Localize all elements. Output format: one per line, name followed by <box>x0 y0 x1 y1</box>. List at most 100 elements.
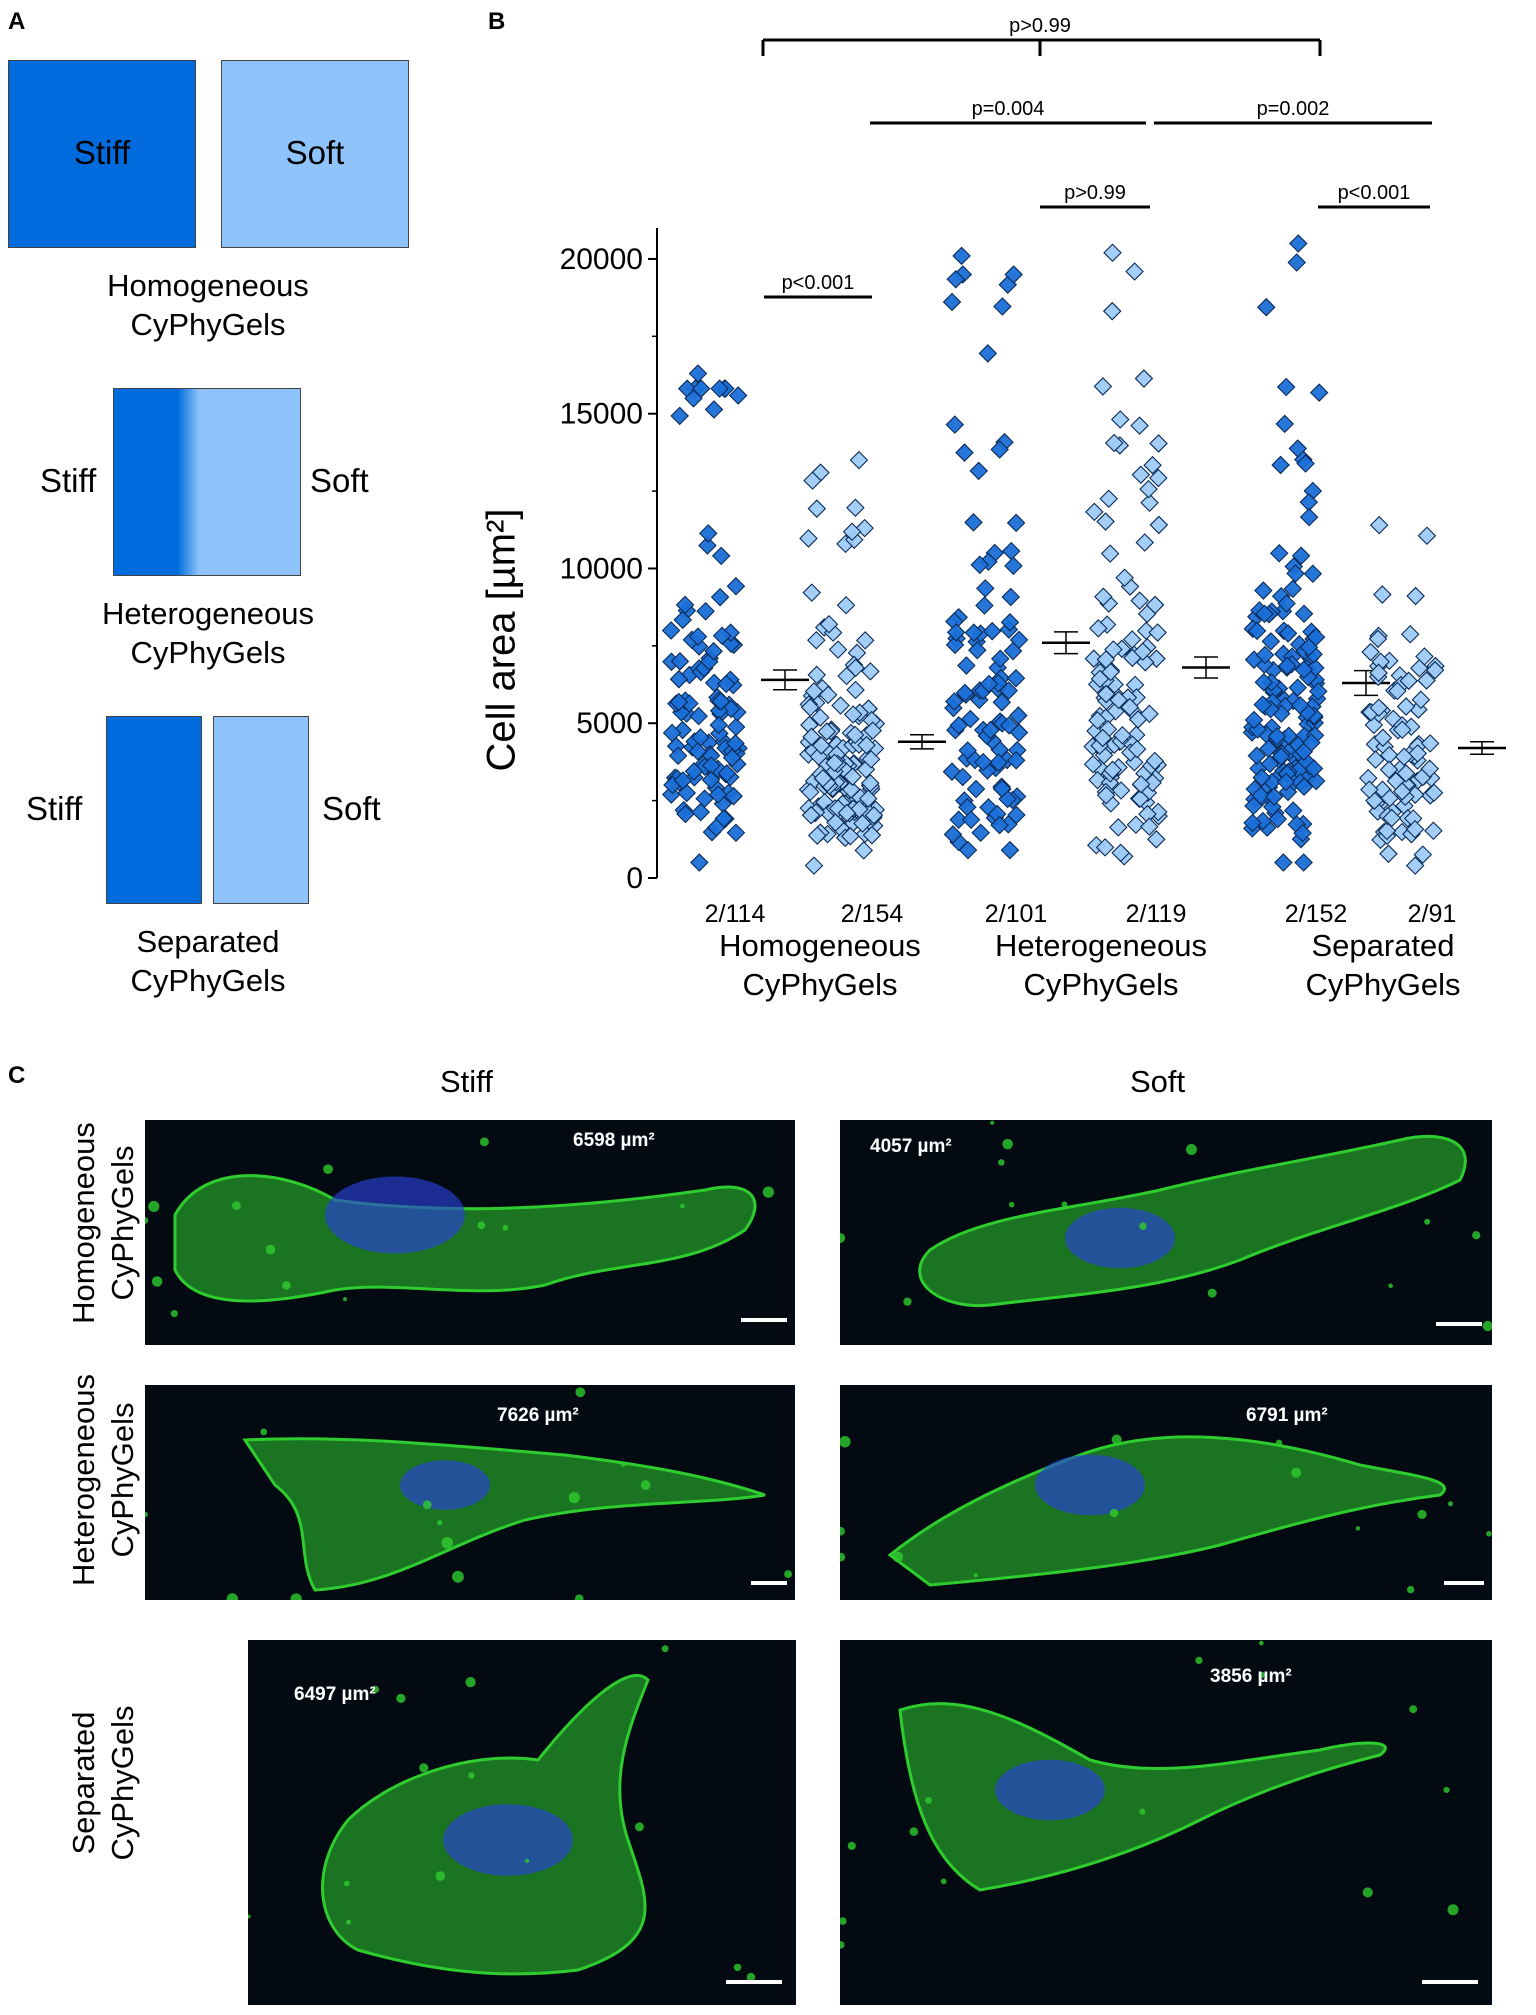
data-point <box>1253 811 1273 831</box>
data-point <box>842 522 862 542</box>
data-point <box>1126 815 1146 834</box>
n-label: 2/114 <box>705 900 766 928</box>
data-point <box>1111 843 1130 863</box>
data-point <box>1399 671 1418 691</box>
actin-speck <box>840 1941 845 1949</box>
data-point <box>1413 845 1433 864</box>
homogeneous-soft-label: Soft <box>285 134 345 171</box>
actin-speck <box>1258 1671 1266 1679</box>
data-point <box>1290 695 1310 715</box>
cell-image <box>840 1120 1492 1345</box>
cell-area-label: 6598 µm² <box>573 1130 655 1151</box>
data-point <box>1111 781 1131 800</box>
data-point <box>1373 728 1393 748</box>
data-point <box>841 826 860 846</box>
data-point <box>1003 641 1023 661</box>
actin-cell-body <box>918 1134 1467 1308</box>
data-point <box>812 736 831 755</box>
scale-bar <box>726 1980 782 1984</box>
data-point <box>709 715 729 735</box>
row-label-separated: Separated CyPhyGels <box>64 1633 144 1933</box>
data-point <box>1369 515 1389 535</box>
actin-speck <box>343 1297 348 1302</box>
data-point <box>722 748 742 767</box>
data-point <box>1108 818 1128 837</box>
n-label: 2/119 <box>1126 900 1187 928</box>
actin-speck <box>441 1536 454 1549</box>
homogeneous-stiff-label: Stiff <box>73 134 131 171</box>
actin-speck <box>620 1461 627 1467</box>
actin-speck <box>840 1436 851 1448</box>
data-point <box>704 400 724 419</box>
row-label-homogeneous: Homogeneous CyPhyGels <box>64 1073 144 1373</box>
actin-speck <box>145 1217 149 1224</box>
actin-speck <box>1409 1705 1418 1714</box>
data-point <box>1369 663 1388 683</box>
data-point <box>698 536 717 555</box>
data-point <box>843 767 862 786</box>
separated-stiff-label: Stiff <box>26 790 83 827</box>
actin-speck <box>1362 1887 1373 1898</box>
data-point <box>1303 564 1323 583</box>
data-point <box>1001 587 1021 607</box>
separated-caption: Separated CyPhyGels <box>60 922 356 1000</box>
actin-speck <box>1002 1138 1013 1150</box>
data-point <box>670 406 689 426</box>
data-point <box>1260 754 1280 774</box>
data-point <box>1396 764 1416 783</box>
data-point <box>955 683 975 703</box>
data-point <box>1130 591 1149 610</box>
data-point <box>807 630 826 650</box>
data-point <box>1131 775 1151 794</box>
actin-speck <box>925 1796 933 1804</box>
data-point <box>1274 853 1293 872</box>
data-point <box>1368 629 1388 649</box>
cell-area-label: 3856 µm² <box>1210 1666 1292 1687</box>
data-point <box>828 640 848 659</box>
data-point <box>846 658 865 678</box>
group-label-line: CyPhyGels <box>742 967 898 1002</box>
data-point <box>952 246 971 266</box>
data-point <box>1361 642 1380 662</box>
data-point <box>1084 649 1104 668</box>
scale-bar <box>1444 1581 1484 1585</box>
data-point <box>979 674 999 694</box>
data-point <box>669 669 689 689</box>
data-point <box>1103 243 1122 263</box>
data-point <box>714 809 734 828</box>
actin-speck <box>151 1276 163 1287</box>
data-point <box>704 641 723 661</box>
data-point <box>846 680 865 700</box>
data-point <box>1256 297 1276 317</box>
data-point <box>690 853 709 872</box>
data-point <box>969 461 988 481</box>
data-point <box>1306 627 1326 647</box>
actin-speck <box>847 1841 856 1850</box>
data-point <box>1133 642 1153 661</box>
p-value-label: p=0.004 <box>972 98 1045 120</box>
data-point <box>1122 630 1142 649</box>
actin-speck <box>998 1159 1005 1166</box>
data-point <box>1269 543 1289 563</box>
actin-speck <box>468 1772 475 1779</box>
data-point <box>1115 568 1134 588</box>
actin-speck <box>762 1186 774 1198</box>
data-point <box>991 649 1010 669</box>
data-point <box>1271 455 1290 475</box>
data-point <box>1410 659 1429 678</box>
data-point <box>807 826 827 845</box>
data-point <box>710 587 730 607</box>
actin-speck <box>502 1224 509 1231</box>
row-label-line: CyPhyGels <box>105 1145 140 1301</box>
data-point <box>1001 541 1021 561</box>
data-point <box>1392 720 1412 739</box>
data-point <box>1095 838 1115 857</box>
data-point <box>1424 821 1443 841</box>
data-point <box>993 297 1012 316</box>
data-point <box>1094 587 1113 607</box>
y-tick-label: 20000 <box>560 243 643 276</box>
data-point <box>1255 604 1274 624</box>
heterogeneous-stiff-label: Stiff <box>40 462 97 499</box>
actin-speck <box>479 1137 489 1147</box>
data-point <box>726 823 746 843</box>
